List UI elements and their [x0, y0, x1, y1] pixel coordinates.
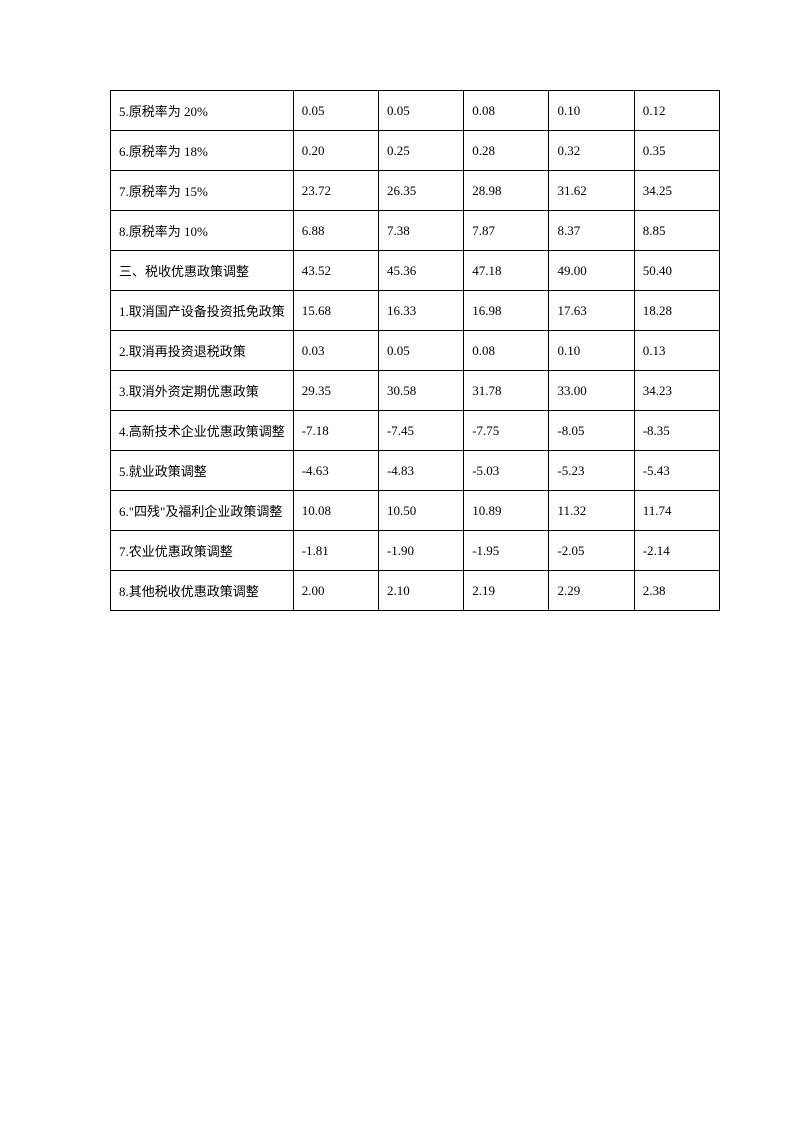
row-value: 0.28 [464, 131, 549, 171]
row-value: 18.28 [634, 291, 719, 331]
row-value: 10.50 [378, 491, 463, 531]
row-value: 0.05 [378, 331, 463, 371]
row-value: -5.03 [464, 451, 549, 491]
row-value: 31.62 [549, 171, 634, 211]
table-body: 5.原税率为 20% 0.05 0.05 0.08 0.10 0.12 6.原税… [111, 91, 720, 611]
row-value: -2.05 [549, 531, 634, 571]
table-row: 8.原税率为 10% 6.88 7.38 7.87 8.37 8.85 [111, 211, 720, 251]
row-value: -5.43 [634, 451, 719, 491]
row-value: 47.18 [464, 251, 549, 291]
table-row: 5.就业政策调整 -4.63 -4.83 -5.03 -5.23 -5.43 [111, 451, 720, 491]
row-label: 6."四残"及福利企业政策调整 [111, 491, 294, 531]
row-value: 0.25 [378, 131, 463, 171]
row-value: 45.36 [378, 251, 463, 291]
row-label: 8.原税率为 10% [111, 211, 294, 251]
row-value: -5.23 [549, 451, 634, 491]
row-value: 29.35 [293, 371, 378, 411]
row-value: 34.23 [634, 371, 719, 411]
row-value: 16.98 [464, 291, 549, 331]
row-value: -7.75 [464, 411, 549, 451]
row-value: -7.45 [378, 411, 463, 451]
row-value: 50.40 [634, 251, 719, 291]
row-value: 0.13 [634, 331, 719, 371]
row-value: -1.95 [464, 531, 549, 571]
row-value: -8.35 [634, 411, 719, 451]
row-value: -1.90 [378, 531, 463, 571]
row-value: 33.00 [549, 371, 634, 411]
table-row: 8.其他税收优惠政策调整 2.00 2.10 2.19 2.29 2.38 [111, 571, 720, 611]
row-value: 34.25 [634, 171, 719, 211]
row-value: 0.08 [464, 91, 549, 131]
row-value: 0.20 [293, 131, 378, 171]
row-value: 8.85 [634, 211, 719, 251]
row-label: 1.取消国产设备投资抵免政策 [111, 291, 294, 331]
row-value: 0.10 [549, 331, 634, 371]
row-value: -4.83 [378, 451, 463, 491]
row-label: 6.原税率为 18% [111, 131, 294, 171]
row-value: 26.35 [378, 171, 463, 211]
table-row: 3.取消外资定期优惠政策 29.35 30.58 31.78 33.00 34.… [111, 371, 720, 411]
row-value: 7.38 [378, 211, 463, 251]
row-value: 11.74 [634, 491, 719, 531]
table-row: 4.高新技术企业优惠政策调整 -7.18 -7.45 -7.75 -8.05 -… [111, 411, 720, 451]
row-value: -7.18 [293, 411, 378, 451]
row-value: 43.52 [293, 251, 378, 291]
table-row: 5.原税率为 20% 0.05 0.05 0.08 0.10 0.12 [111, 91, 720, 131]
row-value: 2.19 [464, 571, 549, 611]
row-value: 16.33 [378, 291, 463, 331]
row-value: 0.10 [549, 91, 634, 131]
row-value: 49.00 [549, 251, 634, 291]
row-label: 8.其他税收优惠政策调整 [111, 571, 294, 611]
table-row: 2.取消再投资退税政策 0.03 0.05 0.08 0.10 0.13 [111, 331, 720, 371]
row-value: 10.89 [464, 491, 549, 531]
row-value: 11.32 [549, 491, 634, 531]
row-label: 5.原税率为 20% [111, 91, 294, 131]
table-row: 6.原税率为 18% 0.20 0.25 0.28 0.32 0.35 [111, 131, 720, 171]
row-value: 2.29 [549, 571, 634, 611]
row-value: -1.81 [293, 531, 378, 571]
row-label: 7.农业优惠政策调整 [111, 531, 294, 571]
row-value: 15.68 [293, 291, 378, 331]
row-value: 30.58 [378, 371, 463, 411]
row-value: 28.98 [464, 171, 549, 211]
row-value: 2.00 [293, 571, 378, 611]
tax-policy-table: 5.原税率为 20% 0.05 0.05 0.08 0.10 0.12 6.原税… [110, 90, 720, 611]
row-label: 2.取消再投资退税政策 [111, 331, 294, 371]
row-label: 三、税收优惠政策调整 [111, 251, 294, 291]
row-label: 3.取消外资定期优惠政策 [111, 371, 294, 411]
row-value: 7.87 [464, 211, 549, 251]
row-value: 0.32 [549, 131, 634, 171]
row-value: 0.35 [634, 131, 719, 171]
row-value: -4.63 [293, 451, 378, 491]
table-row: 三、税收优惠政策调整 43.52 45.36 47.18 49.00 50.40 [111, 251, 720, 291]
row-value: 17.63 [549, 291, 634, 331]
row-value: 10.08 [293, 491, 378, 531]
row-value: 0.12 [634, 91, 719, 131]
row-value: 2.10 [378, 571, 463, 611]
row-value: -2.14 [634, 531, 719, 571]
row-value: 23.72 [293, 171, 378, 211]
row-label: 4.高新技术企业优惠政策调整 [111, 411, 294, 451]
row-value: 8.37 [549, 211, 634, 251]
table-row: 7.农业优惠政策调整 -1.81 -1.90 -1.95 -2.05 -2.14 [111, 531, 720, 571]
row-value: 6.88 [293, 211, 378, 251]
row-value: 0.05 [293, 91, 378, 131]
row-value: 0.08 [464, 331, 549, 371]
table-row: 7.原税率为 15% 23.72 26.35 28.98 31.62 34.25 [111, 171, 720, 211]
row-value: 31.78 [464, 371, 549, 411]
row-value: 0.03 [293, 331, 378, 371]
row-value: -8.05 [549, 411, 634, 451]
row-label: 5.就业政策调整 [111, 451, 294, 491]
table-row: 6."四残"及福利企业政策调整 10.08 10.50 10.89 11.32 … [111, 491, 720, 531]
row-value: 0.05 [378, 91, 463, 131]
row-label: 7.原税率为 15% [111, 171, 294, 211]
table-row: 1.取消国产设备投资抵免政策 15.68 16.33 16.98 17.63 1… [111, 291, 720, 331]
row-value: 2.38 [634, 571, 719, 611]
